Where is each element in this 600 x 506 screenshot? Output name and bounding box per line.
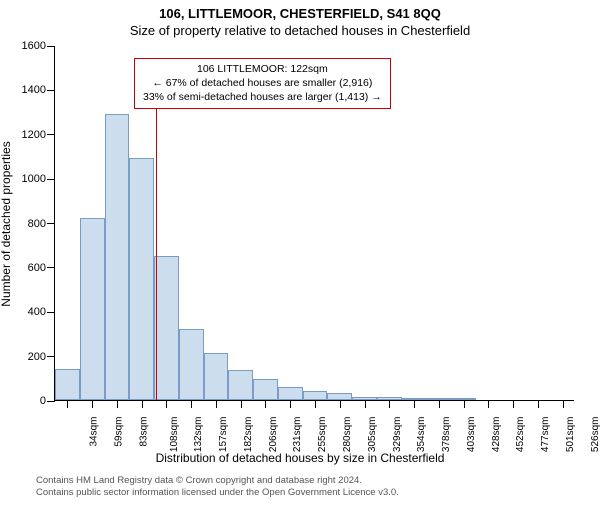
y-tick: [47, 46, 55, 47]
x-tick: [414, 400, 415, 408]
x-tick: [563, 400, 564, 408]
y-tick: [47, 90, 55, 91]
y-axis-label: Number of detached properties: [0, 141, 13, 306]
footer-line-2: Contains public sector information licen…: [36, 487, 600, 499]
x-tick: [538, 400, 539, 408]
y-tick-label: 400: [28, 306, 46, 318]
histogram-bar: [278, 387, 303, 400]
x-tick: [117, 400, 118, 408]
y-tick-label: 1200: [22, 129, 46, 141]
y-tick: [47, 356, 55, 357]
y-tick-label: 800: [28, 218, 46, 230]
histogram-bar: [105, 114, 130, 400]
annotation-line-1: 106 LITTLEMOOR: 122sqm: [143, 62, 382, 76]
x-tick: [340, 400, 341, 408]
y-tick-label: 600: [28, 262, 46, 274]
x-tick: [439, 400, 440, 408]
x-tick: [241, 400, 242, 408]
x-tick: [191, 400, 192, 408]
page-title: 106, LITTLEMOOR, CHESTERFIELD, S41 8QQ: [0, 6, 600, 21]
x-tick-label: 403sqm: [466, 417, 477, 453]
x-tick-label: 305sqm: [367, 417, 378, 453]
histogram-bar: [179, 329, 204, 400]
x-tick-label: 501sqm: [565, 417, 576, 453]
histogram-bar: [253, 379, 278, 400]
y-tick-label: 200: [28, 351, 46, 363]
x-tick: [216, 400, 217, 408]
x-tick-label: 378sqm: [441, 417, 452, 453]
y-tick: [47, 134, 55, 135]
x-tick: [92, 400, 93, 408]
x-tick-label: 206sqm: [268, 417, 279, 453]
footer-line-1: Contains HM Land Registry data © Crown c…: [36, 475, 600, 487]
x-tick-label: 182sqm: [243, 417, 254, 453]
x-tick: [365, 400, 366, 408]
histogram-bar: [80, 218, 105, 400]
y-tick: [47, 401, 55, 402]
annotation-line-2: ← 67% of detached houses are smaller (2,…: [143, 76, 382, 90]
histogram-bar: [327, 393, 352, 400]
footer-attribution: Contains HM Land Registry data © Crown c…: [36, 475, 600, 499]
x-tick-label: 329sqm: [392, 417, 403, 453]
y-tick: [47, 179, 55, 180]
y-tick: [47, 267, 55, 268]
x-tick-label: 354sqm: [416, 417, 427, 453]
histogram-bar: [154, 256, 179, 400]
y-tick-label: 0: [40, 395, 46, 407]
x-tick: [513, 400, 514, 408]
x-tick-label: 477sqm: [540, 417, 551, 453]
x-tick-label: 132sqm: [194, 417, 205, 453]
x-tick: [290, 400, 291, 408]
x-tick: [166, 400, 167, 408]
x-axis-label: Distribution of detached houses by size …: [0, 451, 600, 465]
x-tick: [464, 400, 465, 408]
x-tick: [67, 400, 68, 408]
x-tick: [389, 400, 390, 408]
histogram-bar: [204, 353, 229, 400]
x-tick-label: 59sqm: [114, 417, 125, 447]
x-tick: [315, 400, 316, 408]
x-tick-label: 280sqm: [342, 417, 353, 453]
x-tick-label: 157sqm: [218, 417, 229, 453]
x-tick: [488, 400, 489, 408]
page-subtitle: Size of property relative to detached ho…: [0, 23, 600, 38]
x-tick-label: 34sqm: [89, 417, 100, 447]
x-tick-label: 255sqm: [317, 417, 328, 453]
x-tick-label: 452sqm: [515, 417, 526, 453]
histogram-bar: [55, 369, 80, 400]
y-tick-label: 1000: [22, 173, 46, 185]
reference-line: [156, 107, 157, 400]
x-tick: [265, 400, 266, 408]
x-tick-label: 108sqm: [169, 417, 180, 453]
y-tick: [47, 312, 55, 313]
x-tick-label: 83sqm: [138, 417, 149, 447]
y-tick-label: 1600: [22, 40, 46, 52]
x-tick: [142, 400, 143, 408]
annotation-line-3: 33% of semi-detached houses are larger (…: [143, 90, 382, 104]
histogram-bar: [228, 370, 253, 400]
x-tick-label: 231sqm: [293, 417, 304, 453]
histogram-bar: [303, 391, 328, 400]
x-tick-label: 428sqm: [491, 417, 502, 453]
x-tick-label: 526sqm: [590, 417, 600, 453]
y-tick: [47, 223, 55, 224]
histogram-chart: Number of detached properties 34sqm59sqm…: [54, 46, 574, 401]
y-tick-label: 1400: [22, 84, 46, 96]
histogram-bar: [129, 158, 154, 400]
annotation-box: 106 LITTLEMOOR: 122sqm ← 67% of detached…: [134, 58, 391, 109]
